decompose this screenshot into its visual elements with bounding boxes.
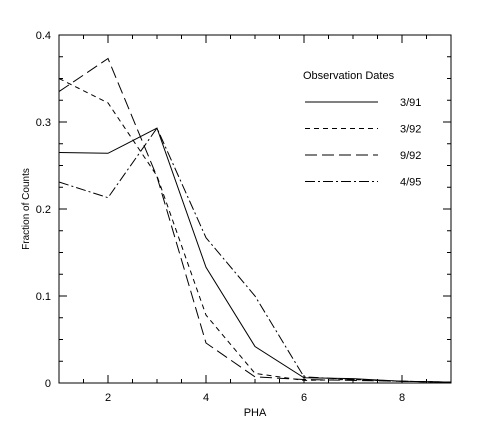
y-tick-label: 0.3	[36, 117, 51, 129]
legend-label: 4/95	[400, 177, 421, 189]
x-tick-label: 8	[399, 392, 405, 404]
y-tick-label: 0.2	[36, 204, 51, 216]
x-tick-label: 6	[301, 392, 307, 404]
series-line-3-91	[58, 127, 452, 383]
legend-title: Observation Dates	[303, 70, 395, 82]
legend-label: 3/91	[400, 97, 421, 109]
series-line-9-92	[58, 57, 452, 383]
x-tick-label: 2	[105, 392, 111, 404]
plot-frame	[58, 34, 452, 384]
legend-label: 9/92	[400, 150, 421, 162]
legend-label: 3/92	[400, 124, 421, 136]
y-tick-label: 0.1	[36, 291, 51, 303]
minor-ticks	[58, 35, 452, 383]
tick-labels: 2 4 6 8 0 0.1 0.2 0.3 0.4	[36, 30, 405, 404]
series-line-3-92	[58, 78, 452, 383]
series-line-4-95	[58, 127, 452, 383]
y-tick-label: 0	[45, 378, 51, 390]
x-tick-label: 4	[203, 392, 209, 404]
y-tick-label: 0.4	[36, 30, 51, 42]
x-axis-label: PHA	[244, 407, 267, 419]
legend: Observation Dates 3/91 3/92 9/92 4/95	[303, 70, 421, 189]
y-axis-label: Fraction of Counts	[21, 168, 32, 250]
major-ticks	[59, 34, 451, 384]
series-lines	[58, 57, 452, 383]
